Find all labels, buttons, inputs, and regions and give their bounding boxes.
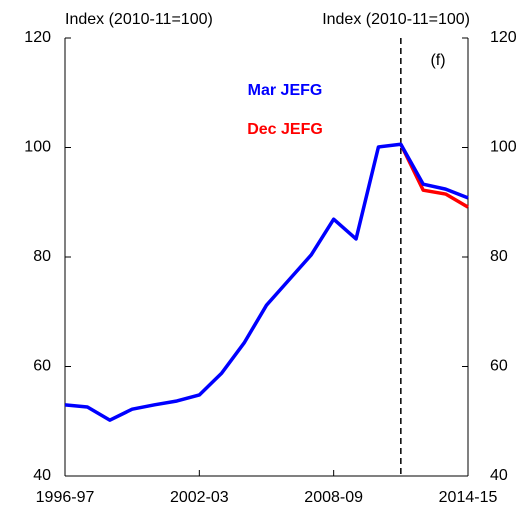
y-tick-label: 40 [33, 467, 51, 484]
y-tick-label: 80 [33, 248, 51, 265]
annotation: (f) [430, 52, 445, 69]
x-tick-label: 2008-09 [304, 489, 363, 506]
legend-entry: Dec JEFG [247, 121, 323, 138]
series-line [64, 142, 469, 422]
y-tick-label: 100 [24, 139, 51, 156]
x-tick-label: 2014-15 [439, 489, 498, 506]
y2-tick-label: 40 [490, 467, 508, 484]
y2-tick-label: 80 [490, 248, 508, 265]
y2-tick-label: 100 [490, 139, 517, 156]
x-tick-label: 1996-97 [36, 489, 95, 506]
y-axis-label-left: Index (2010-11=100) [65, 11, 213, 28]
x-tick-label: 2002-03 [170, 489, 229, 506]
legend-entry: Mar JEFG [248, 82, 323, 99]
series-line [399, 143, 469, 209]
y2-tick-label: 60 [490, 358, 508, 375]
y-tick-label: 60 [33, 358, 51, 375]
y2-tick-label: 120 [490, 29, 517, 46]
y-tick-label: 120 [24, 29, 51, 46]
y-axis-label-right: Index (2010-11=100) [322, 11, 470, 28]
